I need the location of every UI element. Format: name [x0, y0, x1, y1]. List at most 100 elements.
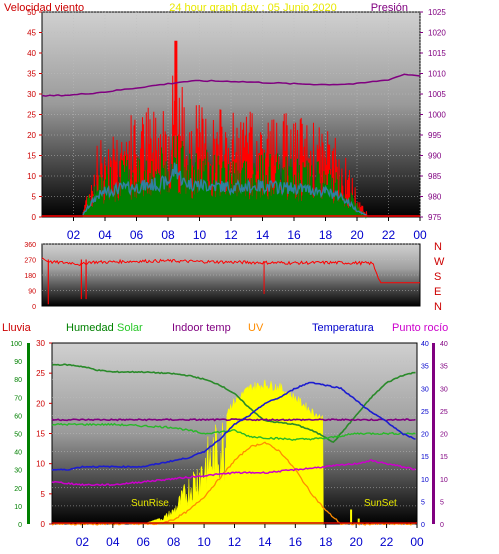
climate-x-tick: 20 — [349, 535, 363, 549]
pressure-y-tick: 1015 — [428, 49, 446, 58]
sunrise-label: SunRise — [131, 498, 169, 509]
right-axis-bar — [432, 343, 435, 524]
rain-y-tick: 70 — [14, 395, 22, 402]
rain-y-tick: 0 — [18, 522, 22, 529]
wind-y-tick: 35 — [27, 70, 36, 79]
wind-speed-title: Velocidad viento — [4, 2, 84, 14]
solar-blip — [350, 509, 353, 524]
humidity-label: Humedad — [66, 322, 114, 334]
pressure-y-tick: 1025 — [428, 8, 446, 17]
direction-series — [41, 257, 420, 284]
direction-y-tick: 270 — [24, 258, 36, 265]
uv-right-y-tick: 25 — [440, 409, 448, 416]
uv-right-y-tick: 15 — [440, 454, 448, 461]
pressure-y-tick: 985 — [428, 172, 442, 181]
wind-y-tick: 50 — [27, 8, 36, 17]
wind-y-tick: 25 — [27, 111, 36, 120]
wind-x-tick: 08 — [161, 228, 175, 242]
wind-y-tick: 0 — [32, 213, 37, 222]
pressure-y-tick: 975 — [428, 213, 442, 222]
uv-right-y-tick: 5 — [440, 499, 444, 506]
humidity-series — [51, 363, 416, 444]
uv-right-y-tick: 10 — [440, 477, 448, 484]
wind-x-tick: 00 — [413, 228, 427, 242]
temp-y-tick: 5 — [41, 490, 46, 499]
compass-label: W — [434, 256, 445, 268]
temp-y-tick: 10 — [36, 460, 45, 469]
uv-right-y-tick: 20 — [440, 432, 448, 439]
rain-y-tick: 30 — [14, 468, 22, 475]
temp-right-y-tick: 10 — [421, 477, 429, 484]
compass-label: S — [434, 271, 441, 283]
pressure-y-tick: 980 — [428, 193, 442, 202]
sunset-label: SunSet — [364, 498, 397, 509]
solar-blip — [357, 518, 360, 524]
temp-right-y-tick: 0 — [421, 522, 425, 529]
uv-right-y-tick: 35 — [440, 364, 448, 371]
temperature-series — [51, 381, 416, 471]
wind-x-tick: 04 — [98, 228, 112, 242]
compass-label: E — [434, 286, 441, 298]
climate-x-tick: 02 — [76, 535, 90, 549]
climate-x-tick: 18 — [319, 535, 333, 549]
wind-x-tick: 20 — [350, 228, 364, 242]
climate-x-tick: 10 — [197, 535, 211, 549]
temp-right-y-tick: 25 — [421, 409, 429, 416]
climate-x-tick: 00 — [410, 535, 424, 549]
direction-y-tick: 0 — [32, 304, 36, 311]
rain-y-tick: 20 — [14, 486, 22, 493]
uv-right-y-tick: 40 — [440, 341, 448, 348]
compass-label: N — [434, 241, 442, 253]
temp-right-y-tick: 15 — [421, 454, 429, 461]
pressure-title: Presión — [371, 2, 408, 14]
rain-y-tick: 10 — [14, 504, 22, 511]
temp-y-tick: 30 — [36, 339, 45, 348]
direction-y-tick: 180 — [24, 273, 36, 280]
climate-x-tick: 22 — [380, 535, 394, 549]
rain-y-tick: 50 — [14, 432, 22, 439]
indoor-temp-series — [51, 418, 416, 422]
climate-x-tick: 14 — [258, 535, 272, 549]
direction-y-tick: 360 — [24, 242, 36, 249]
uv-label: UV — [248, 322, 264, 334]
pressure-y-tick: 995 — [428, 131, 442, 140]
wind-average-series — [82, 162, 367, 216]
wind-y-tick: 40 — [27, 49, 36, 58]
climate-x-tick: 16 — [289, 535, 303, 549]
wind-x-tick: 12 — [224, 228, 238, 242]
solar-area — [143, 379, 324, 525]
wind-x-tick: 14 — [256, 228, 270, 242]
rain-y-tick: 40 — [14, 450, 22, 457]
temp-right-y-tick: 5 — [421, 499, 425, 506]
rain-y-tick: 90 — [14, 359, 22, 366]
temp-y-tick: 25 — [36, 369, 45, 378]
wind-x-tick: 06 — [130, 228, 144, 242]
temp-y-tick: 0 — [41, 520, 46, 529]
rain-y-tick: 60 — [14, 413, 22, 420]
pressure-y-tick: 1020 — [428, 29, 446, 38]
pressure-y-tick: 990 — [428, 152, 442, 161]
dewpoint-series — [51, 459, 416, 487]
rain-axis-bar — [27, 343, 30, 524]
dewpoint-label: Punto rocío — [392, 322, 448, 334]
wind-y-tick: 45 — [27, 29, 36, 38]
wind-x-tick: 10 — [193, 228, 207, 242]
indoor-temp-label: Indoor temp — [172, 322, 231, 334]
climate-x-tick: 08 — [167, 535, 181, 549]
graph-date-title: 24 hour graph day : 05 Junio 2020 — [169, 2, 337, 14]
wind-x-tick: 16 — [287, 228, 301, 242]
wind-x-tick: 18 — [319, 228, 333, 242]
temp-right-y-tick: 35 — [421, 364, 429, 371]
compass-label: N — [434, 301, 442, 313]
rain-y-tick: 80 — [14, 377, 22, 384]
solar-label: Solar — [117, 322, 143, 334]
wind-y-tick: 30 — [27, 90, 36, 99]
temp-right-y-tick: 40 — [421, 341, 429, 348]
climate-x-tick: 04 — [106, 535, 120, 549]
direction-y-tick: 90 — [28, 289, 36, 296]
temp-y-tick: 15 — [36, 430, 45, 439]
climate-x-tick: 06 — [137, 535, 151, 549]
rain-label: Lluvia — [2, 322, 32, 334]
